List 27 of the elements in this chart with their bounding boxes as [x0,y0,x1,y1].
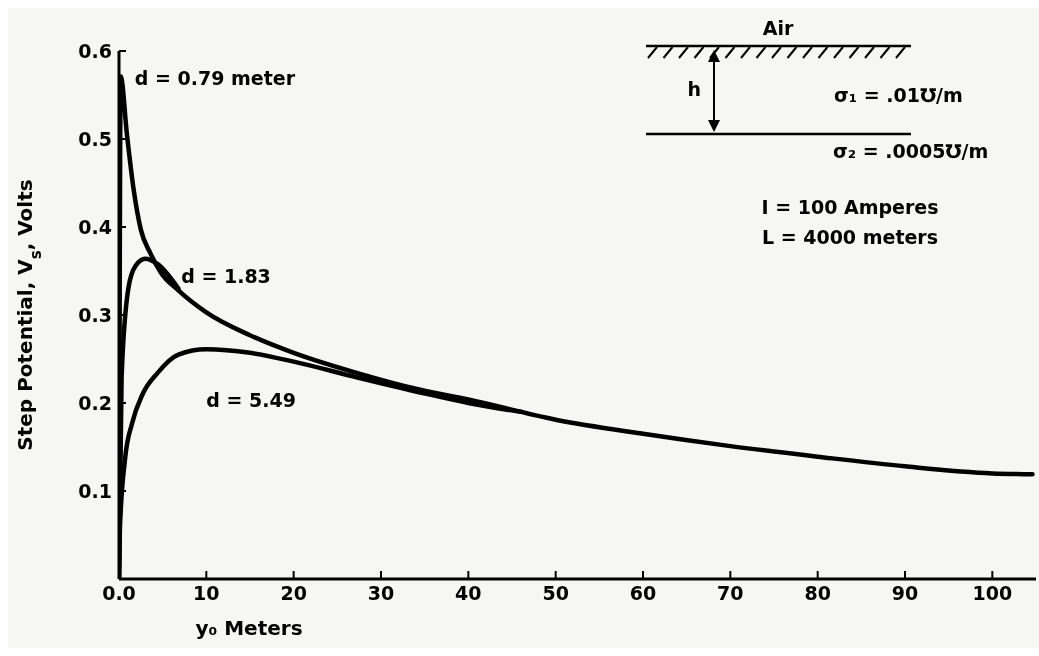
annotation: L = 4000 meters [761,226,939,248]
series-label: d = 1.83 [181,264,271,287]
annotation: h [687,78,701,100]
annotation: I = 100 Amperes [761,196,939,218]
series-label: d = 5.49 [206,389,296,412]
y-tick-label: 0.2 [78,391,112,414]
x-tick-label: 20 [280,582,307,605]
annotation: σ₂ = .0005℧/m [833,140,989,162]
y-tick-label: 0.1 [78,479,112,502]
x-tick-label: 100 [972,582,1013,605]
x-tick-label: 70 [717,582,744,605]
y-tick-label: 0.6 [78,39,112,62]
annotation: σ₁ = .01℧/m [834,84,963,106]
y-tick-label: 0.4 [78,215,112,238]
text: Air [762,17,794,39]
x-axis-title: y₀ Meters [195,616,303,640]
x-tick-label: 30 [367,582,395,605]
x-tick-label: 0.0 [102,582,136,605]
x-tick-label: 40 [455,582,482,605]
x-tick-label: 60 [629,582,657,605]
x-tick-label: 50 [542,582,569,605]
x-tick-label: 80 [804,582,831,605]
x-tick-label: 90 [891,582,919,605]
series-label: d = 0.79 meter [134,66,296,89]
x-tick-label: 10 [193,582,220,605]
y-tick-label: 0.3 [78,303,112,326]
y-tick-label: 0.5 [78,127,112,150]
